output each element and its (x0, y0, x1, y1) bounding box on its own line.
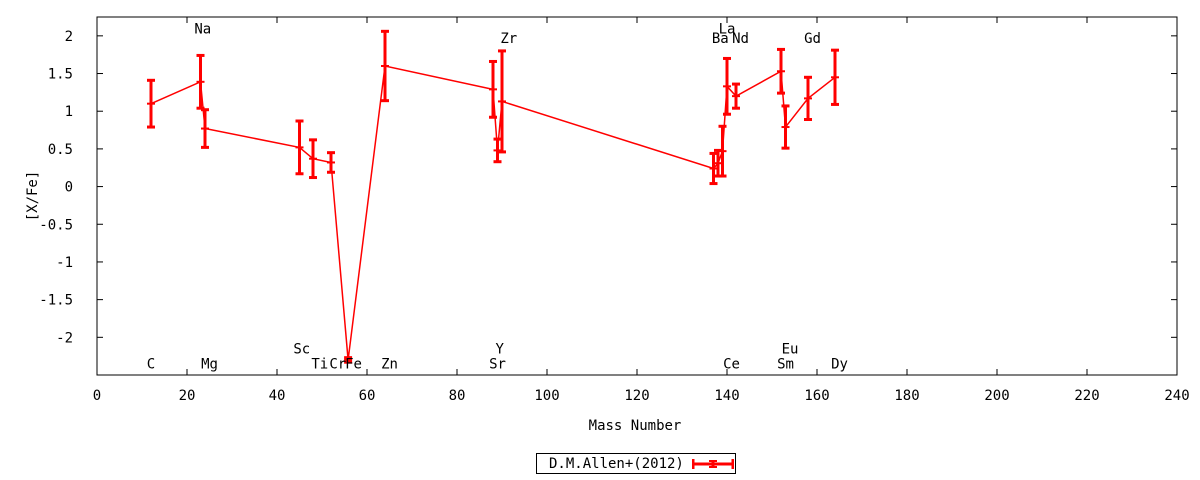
y-tick-label: -2 (56, 330, 73, 346)
y-tick-label: 0.5 (48, 142, 73, 158)
element-label: Sr (489, 357, 506, 373)
x-tick-label: 40 (269, 388, 286, 404)
legend-line-sample (691, 458, 734, 469)
element-label: Cr (329, 357, 346, 373)
x-tick-label: 120 (624, 388, 649, 404)
y-tick-label: 2 (65, 29, 73, 45)
y-tick-labels: -2 -1.5 -1 -0.5 0 0.5 1 1.5 2 (39, 29, 73, 346)
element-label: Eu (782, 342, 799, 358)
axis-ticks (96, 17, 1178, 375)
x-axis-label: Mass Number (589, 418, 682, 434)
data-point (493, 137, 502, 164)
x-tick-label: 20 (179, 388, 196, 404)
element-label: Fe (345, 357, 362, 373)
data-point (344, 356, 353, 364)
data-point (781, 104, 790, 150)
element-label: La (719, 21, 736, 37)
x-tick-label: 140 (714, 388, 739, 404)
data-point (147, 78, 155, 129)
data-point (831, 48, 839, 106)
plot-frame (96, 16, 1178, 376)
element-label: C (147, 357, 155, 373)
x-tick-label: 0 (93, 388, 101, 404)
element-label: Ce (723, 357, 740, 373)
element-label: Nd (732, 31, 749, 47)
element-label: Ba (712, 31, 729, 47)
y-tick-label: -0.5 (39, 217, 73, 233)
y-tick-label: 0 (65, 180, 73, 196)
data-point (327, 151, 335, 174)
data-point (489, 59, 497, 119)
y-axis-label: [X/Fe] (25, 171, 41, 222)
legend-label: D.M.Allen+(2012) (549, 455, 684, 472)
data-point (498, 49, 506, 154)
data-point (309, 138, 317, 180)
series-line (150, 65, 836, 361)
data-point (732, 82, 740, 110)
element-label: Na (194, 21, 211, 37)
data-point (718, 124, 727, 178)
x-tick-label: 80 (449, 388, 466, 404)
x-tick-label: 220 (1074, 388, 1099, 404)
element-label: Gd (804, 31, 821, 47)
element-label: Ti (311, 357, 328, 373)
x-tick-label: 60 (359, 388, 376, 404)
data-point (723, 56, 731, 116)
x-tick-label: 200 (984, 388, 1009, 404)
data-point (709, 151, 718, 186)
series-layer (147, 29, 839, 364)
data-point (295, 119, 304, 176)
element-label: Zr (500, 31, 517, 47)
element-label: Mg (201, 357, 218, 373)
element-label: Dy (831, 357, 848, 373)
x-tick-label: 240 (1164, 388, 1189, 404)
data-point (196, 53, 205, 110)
y-tick-label: 1 (65, 104, 73, 120)
y-tick-label: -1 (56, 255, 73, 271)
y-tick-label: 1.5 (48, 67, 73, 83)
element-label: Sm (777, 357, 794, 373)
data-point (804, 75, 812, 122)
element-label: Y (496, 342, 505, 358)
legend: D.M.Allen+(2012) (536, 453, 736, 474)
x-tick-label: 100 (534, 388, 559, 404)
x-tick-labels: 0 20 40 60 80 100 120 140 160 180 200 220 240 (93, 388, 1190, 404)
data-point (777, 47, 785, 95)
x-tick-label: 180 (894, 388, 919, 404)
element-label: Zn (381, 357, 398, 373)
x-tick-label: 160 (804, 388, 829, 404)
element-label: Sc (293, 342, 310, 358)
data-point (381, 29, 389, 103)
y-tick-label: -1.5 (39, 293, 73, 309)
data-point (201, 108, 209, 149)
